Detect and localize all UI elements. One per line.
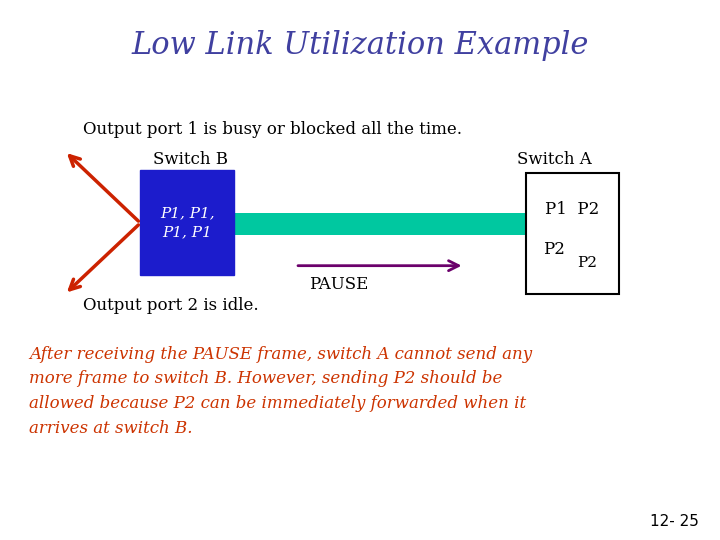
Bar <box>234 213 526 235</box>
Text: P1, P1,
P1, P1: P1, P1, P1, P1 <box>160 206 215 240</box>
Text: 12- 25: 12- 25 <box>649 514 698 529</box>
Text: Output port 1 is busy or blocked all the time.: Output port 1 is busy or blocked all the… <box>83 121 462 138</box>
Text: P2: P2 <box>544 241 565 258</box>
Bar <box>140 170 234 275</box>
Text: Low Link Utilization Example: Low Link Utilization Example <box>131 30 589 62</box>
Text: Output port 2 is idle.: Output port 2 is idle. <box>83 296 258 314</box>
Text: Switch B: Switch B <box>153 151 228 168</box>
Text: After receiving the PAUSE frame, switch A cannot send any
more frame to switch B: After receiving the PAUSE frame, switch … <box>29 346 532 437</box>
Text: PAUSE: PAUSE <box>309 276 368 293</box>
Text: P1  P2: P1 P2 <box>545 201 600 218</box>
Text: P2: P2 <box>577 256 597 270</box>
Text: Switch A: Switch A <box>517 151 592 168</box>
Bar <box>526 173 619 294</box>
